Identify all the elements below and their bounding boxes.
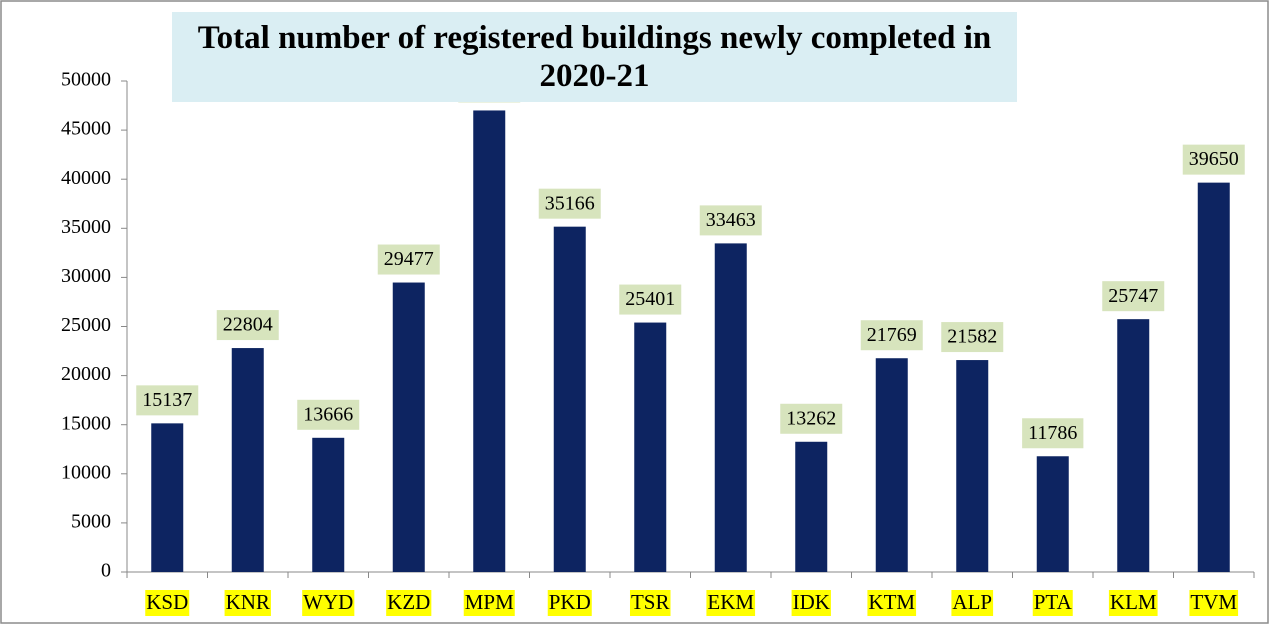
data-label: 11786 — [1028, 422, 1077, 444]
bar — [1117, 319, 1149, 572]
x-tick-label: PTA — [1034, 590, 1073, 614]
y-tick-label: 25000 — [61, 314, 111, 336]
x-tick-label: EKM — [707, 590, 754, 614]
x-tick-label: TVM — [1190, 590, 1237, 614]
bar — [473, 110, 505, 572]
chart: 0 5000 10000 15000 20000 25000 30000 35000 40000… — [0, 0, 1269, 624]
data-label: 22804 — [223, 314, 273, 336]
x-tick-label: KNR — [226, 590, 270, 614]
bar — [554, 227, 586, 572]
data-label: 29477 — [384, 248, 434, 270]
x-tick-label: PKD — [549, 590, 591, 614]
bar — [312, 438, 344, 572]
x-tick-label: KSD — [146, 590, 188, 614]
y-tick-label: 45000 — [61, 118, 111, 140]
x-tick-label: IDK — [793, 590, 830, 614]
data-label: 39650 — [1189, 148, 1239, 170]
y-tick-label: 20000 — [61, 363, 111, 385]
y-tick-label: 50000 — [61, 69, 111, 91]
x-tick-label: TSR — [631, 590, 670, 614]
y-tick-label: 5000 — [71, 510, 111, 532]
bar — [634, 323, 666, 572]
x-tick-label: MPM — [465, 590, 514, 614]
title-wrap: Total number of registered buildings new… — [172, 12, 1017, 102]
y-tick-label: 35000 — [61, 216, 111, 238]
x-tick-label: ALP — [952, 590, 992, 614]
data-label: 35166 — [545, 192, 595, 214]
data-label: 33463 — [706, 209, 756, 231]
x-tick-label: KTM — [868, 590, 915, 614]
bar — [795, 442, 827, 572]
data-label: 15137 — [142, 389, 192, 411]
data-label: 21582 — [947, 326, 997, 348]
data-label: 13666 — [303, 403, 353, 425]
bar — [876, 358, 908, 572]
bar — [956, 360, 988, 572]
x-tick-label: KLM — [1110, 590, 1157, 614]
bar — [1037, 456, 1069, 572]
bar — [151, 423, 183, 572]
y-tick-label: 15000 — [61, 412, 111, 434]
data-label: 21769 — [867, 324, 917, 346]
data-label: 25401 — [625, 288, 675, 310]
data-label: 13262 — [786, 407, 836, 429]
y-tick-label: 40000 — [61, 167, 111, 189]
chart-title: Total number of registered buildings new… — [172, 12, 1017, 102]
x-tick-label: WYD — [303, 590, 353, 614]
data-label: 25747 — [1108, 285, 1158, 307]
bar — [715, 243, 747, 572]
y-tick-label: 30000 — [61, 265, 111, 287]
x-tick-label: KZD — [387, 590, 430, 614]
bar — [393, 283, 425, 572]
y-tick-label: 10000 — [61, 461, 111, 483]
y-tick-label: 0 — [101, 560, 111, 582]
bar — [1198, 183, 1230, 572]
bar — [232, 348, 264, 572]
